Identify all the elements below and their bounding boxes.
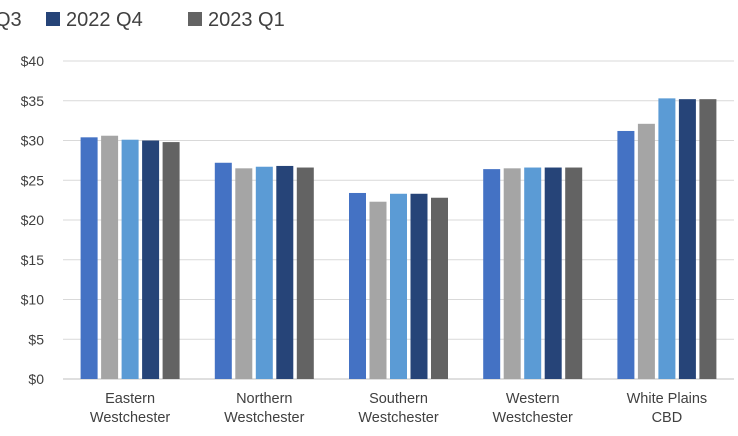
x-tick-label: CBD [652,410,683,426]
y-tick-label: $30 [21,133,45,149]
bar [524,167,542,379]
y-tick-label: $25 [21,172,45,188]
bar [431,197,448,379]
bar [101,135,119,379]
bar [503,168,521,379]
y-tick-label: $20 [21,212,45,228]
bar [637,123,655,380]
legend-swatch [46,12,60,26]
bar [699,99,717,379]
legend: Q3 2022 Q4 2023 Q1 [0,9,285,31]
bar [162,142,180,379]
bar [276,165,294,379]
x-tick-label: White Plains [627,391,708,407]
y-tick-label: $40 [21,53,45,69]
x-tick-label: Westchester [224,410,304,426]
bar [235,168,253,379]
bar [678,99,696,379]
y-tick-label: $0 [28,371,44,387]
legend-label: Q3 [0,9,22,31]
y-tick-label: $10 [21,292,45,308]
y-tick-label: $15 [21,252,45,268]
legend-label: 2023 Q1 [208,9,285,31]
y-tick-label: $5 [28,331,44,347]
x-tick-label: Eastern [105,391,155,407]
x-tick-label: Western [506,391,560,407]
bar [142,140,160,379]
x-tick-label: Southern [369,391,428,407]
bar [349,192,366,379]
bars [80,98,717,380]
x-tick-label: Northern [236,391,292,407]
x-axis: Eastern Westchester Northern Westchester Sou… [90,391,707,426]
bar [255,166,273,379]
bar [617,130,635,379]
bar [410,193,428,379]
bar [214,162,232,379]
bar [80,137,98,379]
y-tick-label: $35 [21,93,45,109]
bar [658,98,676,380]
bar [565,167,583,379]
legend-swatch [188,12,202,26]
legend-label: 2022 Q4 [66,9,143,31]
bar [544,167,562,379]
bar [296,167,314,379]
x-tick-label: Westchester [493,410,573,426]
bar [369,201,387,379]
y-axis: $0 $5 $10 $15 $20 $25 $30 $35 $40 [21,53,45,387]
bar [483,169,501,379]
bar [121,139,139,379]
bar [390,193,407,379]
x-tick-label: Westchester [358,410,438,426]
x-tick-label: Westchester [90,410,170,426]
